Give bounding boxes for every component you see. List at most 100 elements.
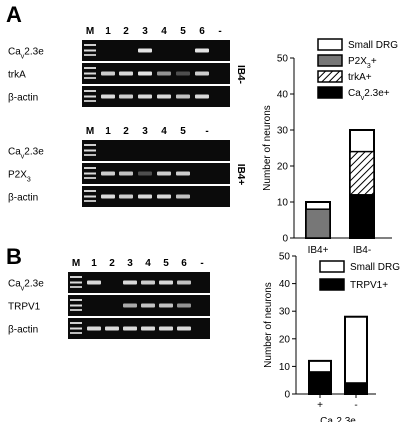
marker-band [84,54,96,56]
legend-label: Small DRG [350,262,400,273]
marker-band [70,322,82,324]
marker-band [70,327,82,330]
lane-label: M [86,26,94,37]
y-tick-label: 40 [279,279,291,290]
y-tick-label: 20 [279,334,291,345]
lane-label: - [205,126,208,137]
gel-band [123,280,137,285]
gel-row-label: TRPV1 [8,302,41,313]
lane-label: 5 [180,126,186,137]
lane-label: 6 [199,26,205,37]
gel-band [157,194,171,199]
gel-row-label: β-actin [8,325,38,336]
gel-band [101,94,115,99]
gel-strip [68,272,210,293]
gel-band [157,94,171,99]
legend-swatch [317,70,343,83]
y-tick-label: 20 [277,162,289,173]
gel-strip [82,163,230,184]
lane-label: 4 [161,126,167,137]
x-tick-label: + [317,400,323,411]
x-tick-label: IB4+ [308,245,329,256]
marker-band [84,90,96,92]
gel-band [176,194,190,199]
gel-row-label: Cav2.3e [8,147,44,161]
gel-row-label: β-actin [8,193,38,204]
legend-label: P2X3+ [348,56,377,70]
x-axis-label: Cav2.3e [320,416,356,422]
gel-band [119,94,133,99]
lane-label: 2 [109,258,115,269]
bar [344,382,368,395]
gel-band [123,326,137,331]
gel-band [138,171,152,176]
bar [305,208,331,239]
marker-band [84,167,96,169]
gel-band [141,280,155,285]
marker-band [70,281,82,284]
marker-band [70,299,82,301]
marker-band [70,276,82,278]
bar [349,194,375,239]
gel-band [119,71,133,76]
lane-label: 3 [127,258,133,269]
marker-band [70,309,82,311]
gel-band [157,71,171,76]
y-tick-label: 10 [277,198,289,209]
gel-band [159,303,173,308]
marker-band [84,72,96,75]
gel-row-label: trkA [8,70,26,81]
lane-label: 5 [180,26,186,37]
y-tick-label: 10 [279,362,291,373]
legend-swatch [319,260,345,273]
marker-band [84,190,96,192]
gel-band [105,326,119,331]
y-tick-label: 30 [277,126,289,137]
marker-band [84,154,96,156]
x-tick-label: - [354,400,357,411]
gel-band [159,326,173,331]
legend-swatch [319,278,345,291]
lane-label: 2 [123,26,129,37]
gel-band [159,280,173,285]
lane-label: 1 [105,26,111,37]
lane-label: 2 [123,126,129,137]
lane-label: 1 [105,126,111,137]
lane-label: 4 [161,26,167,37]
legend-swatch [317,54,343,67]
y-tick-label: 40 [277,90,289,101]
lane-label: 4 [145,258,151,269]
panel-letter-a: A [6,2,22,27]
lane-label: 1 [91,258,97,269]
y-tick-label: 50 [279,252,291,263]
gel-band [138,94,152,99]
bar [308,371,332,395]
gel-band [138,71,152,76]
marker-band [84,49,96,52]
gel-band [176,94,190,99]
group-label: IB4- [235,65,246,84]
marker-band [84,67,96,69]
gel-row-label: Cav2.3e [8,279,44,293]
gel-band [138,48,152,53]
y-tick-label: 0 [284,390,290,401]
gel-strip [82,140,230,161]
lane-label: 3 [142,26,148,37]
chart-a: 0 10 20 30 40 50 Number of neurons IB4+ IB4- Smal… [262,38,398,256]
gel-band [123,303,137,308]
gel-band [138,194,152,199]
y-tick-label: 50 [277,54,289,65]
gel-band [195,71,209,76]
gel-strip [82,40,230,61]
marker-band [84,177,96,179]
legend-label: TRPV1+ [350,280,388,291]
lane-label: 6 [181,258,187,269]
lane-label: - [200,258,203,269]
gel-band [87,326,101,331]
gel-band [119,194,133,199]
gel-strip [68,318,210,339]
gel-band [141,326,155,331]
marker-band [84,77,96,79]
marker-band [70,304,82,307]
